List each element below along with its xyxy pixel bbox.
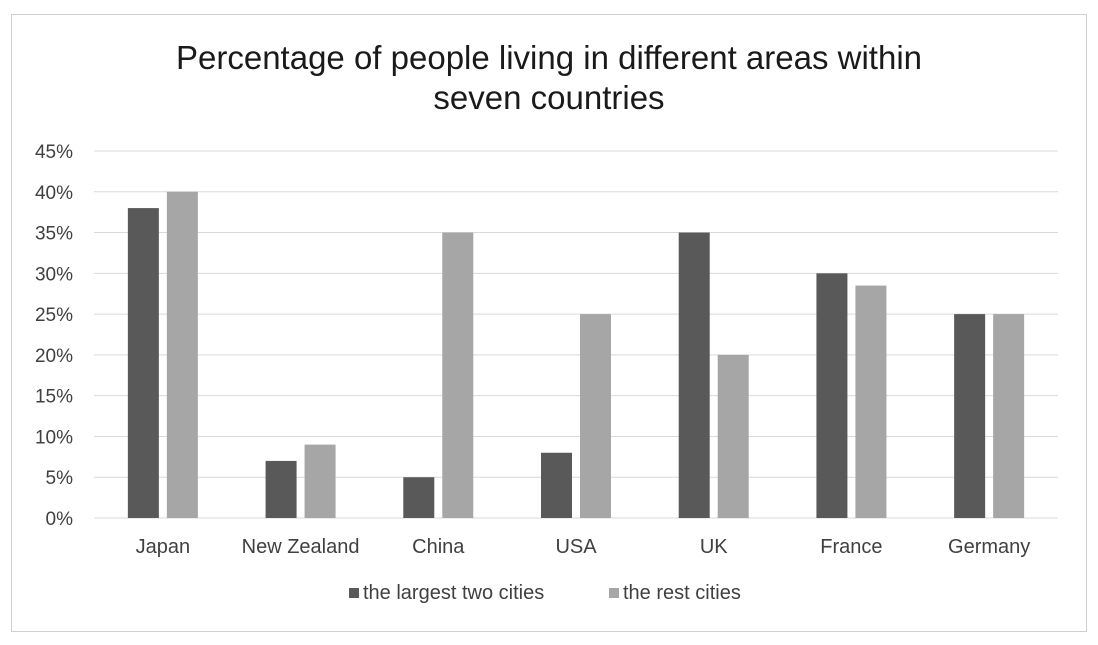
bar-rest-cities [166,191,198,518]
bar-rest-cities [304,444,336,518]
y-tick-label: 25% [35,305,73,326]
legend-swatch-largest-two-cities [349,588,359,598]
legend-label-rest-cities: the rest cities [623,582,741,604]
y-tick-label: 30% [35,264,73,285]
bar-rest-cities [717,354,749,518]
y-tick-label: 45% [35,142,73,163]
chart-title-line-1: Percentage of people living in different… [175,39,923,76]
bar-largest-two-cities [403,477,435,518]
y-tick-label: 5% [46,468,74,489]
bar-largest-two-cities [265,460,297,518]
legend-swatch-rest-cities [609,588,619,598]
y-tick-label: 40% [35,183,73,204]
bar-largest-two-cities [954,314,986,518]
y-tick-label: 20% [35,346,73,367]
chart-title: Percentage of people living in different… [0,38,1098,118]
legend-label-largest-two-cities: the largest two cities [363,582,544,604]
x-category-label: France [820,536,882,558]
bar-largest-two-cities [678,232,710,519]
bar-largest-two-cities [816,273,848,518]
bar-rest-cities [442,232,474,519]
chart-title-line-2: seven countries [433,79,665,116]
y-tick-label: 35% [35,224,73,245]
bar-rest-cities [993,314,1025,518]
x-category-label: China [412,536,465,558]
y-tick-label: 15% [35,387,73,408]
x-category-label: Japan [136,536,191,558]
bar-largest-two-cities [127,208,159,519]
x-category-label: UK [700,536,728,558]
x-category-label: Germany [948,536,1030,558]
x-category-label: USA [555,536,597,558]
bar-largest-two-cities [541,452,572,518]
bar-rest-cities [580,314,611,518]
bar-rest-cities [855,285,887,518]
x-category-label: New Zealand [242,536,360,558]
y-tick-label: 0% [46,509,74,530]
y-tick-label: 10% [35,427,73,448]
